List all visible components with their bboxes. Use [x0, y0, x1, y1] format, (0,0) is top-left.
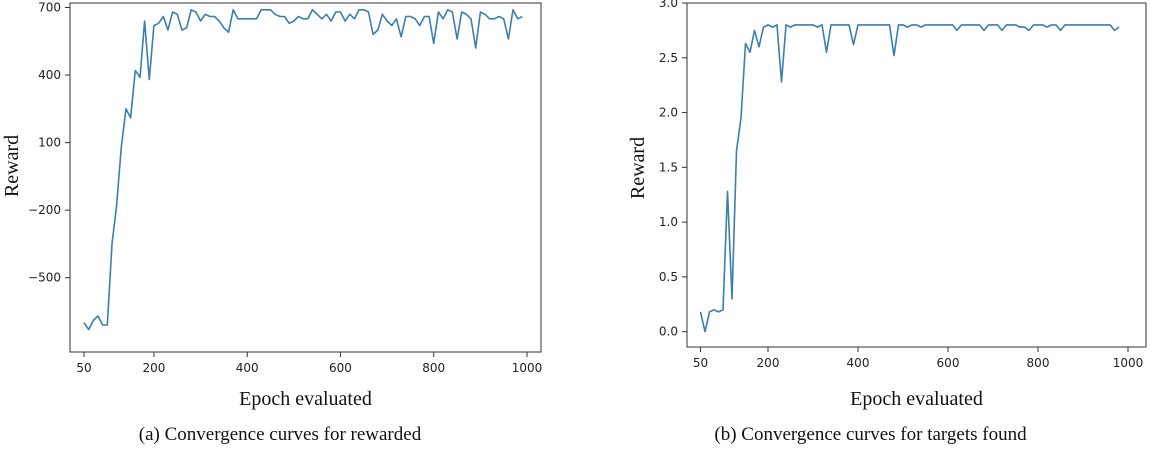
chart-a-xtick-label: 400: [236, 361, 259, 375]
chart-b-xtick-label: 50: [693, 356, 708, 370]
chart-a-ylabel: Reward: [1, 135, 23, 197]
chart-a-plot: 50 200 400 600 800 1000 −500 −200 100 400 700 Epoch…: [1, 1, 542, 410]
chart-b-ytick-label: 1.5: [659, 160, 678, 174]
chart-b-ytick-label: 3.0: [659, 0, 678, 10]
chart-b-ylabel: Reward: [627, 137, 649, 199]
chart-b-xlabel: Epoch evaluated: [850, 388, 983, 410]
chart-a-xtick-label: 1000: [512, 361, 543, 375]
chart-a-caption: (a) Convergence curves for rewarded: [138, 424, 422, 445]
chart-b-plot: 50 200 400 600 800 1000 0.0 0.5 1.0 1.5 2.0 2.5 3.0 E…: [627, 0, 1147, 410]
chart-panel-a: 50 200 400 600 800 1000 −500 −200 100 400 700 Epoch…: [0, 0, 560, 455]
chart-panel-b: 50 200 400 600 800 1000 0.0 0.5 1.0 1.5 2.0 2.5 3.0 E…: [590, 0, 1151, 455]
chart-b-ytick-label: 0.5: [659, 270, 678, 284]
chart-b-xtick-label: 1000: [1113, 356, 1144, 370]
chart-b-xtick-label: 600: [937, 356, 960, 370]
chart-a-ytick-label: 400: [38, 68, 61, 82]
chart-a-series-line: [83, 9, 523, 331]
chart-a-ytick-label: 100: [38, 136, 61, 150]
chart-a-svg: 50 200 400 600 800 1000 −500 −200 100 400 700 Epoch…: [1, 1, 542, 410]
chart-b-plot-frame: [686, 2, 1147, 348]
chart-a-xtick-label: 50: [76, 361, 91, 375]
chart-b-series-line: [699, 24, 1120, 333]
chart-b-ytick-label: 0.0: [659, 325, 678, 339]
chart-a-xtick-label: 800: [422, 361, 445, 375]
chart-b-xtick-label: 400: [847, 356, 870, 370]
chart-b-xtick-label: 800: [1027, 356, 1050, 370]
chart-b-ytick-label: 2.5: [659, 51, 678, 65]
chart-b-caption: (b) Convergence curves for targets found: [714, 424, 1027, 445]
chart-a-plot-frame: [69, 2, 542, 353]
chart-a-ytick-label: −500: [28, 271, 61, 285]
chart-b-svg: 50 200 400 600 800 1000 0.0 0.5 1.0 1.5 2.0 2.5 3.0 E…: [627, 0, 1147, 410]
chart-a-ytick-label: 700: [38, 1, 61, 15]
chart-a-ytick-label: −200: [28, 203, 61, 217]
chart-b-xtick-label: 200: [757, 356, 780, 370]
chart-a-xtick-label: 200: [142, 361, 165, 375]
chart-b-ytick-label: 2.0: [659, 106, 678, 120]
chart-a-xtick-label: 600: [329, 361, 352, 375]
chart-a-xlabel: Epoch evaluated: [239, 388, 372, 410]
chart-b-ytick-label: 1.0: [659, 215, 678, 229]
